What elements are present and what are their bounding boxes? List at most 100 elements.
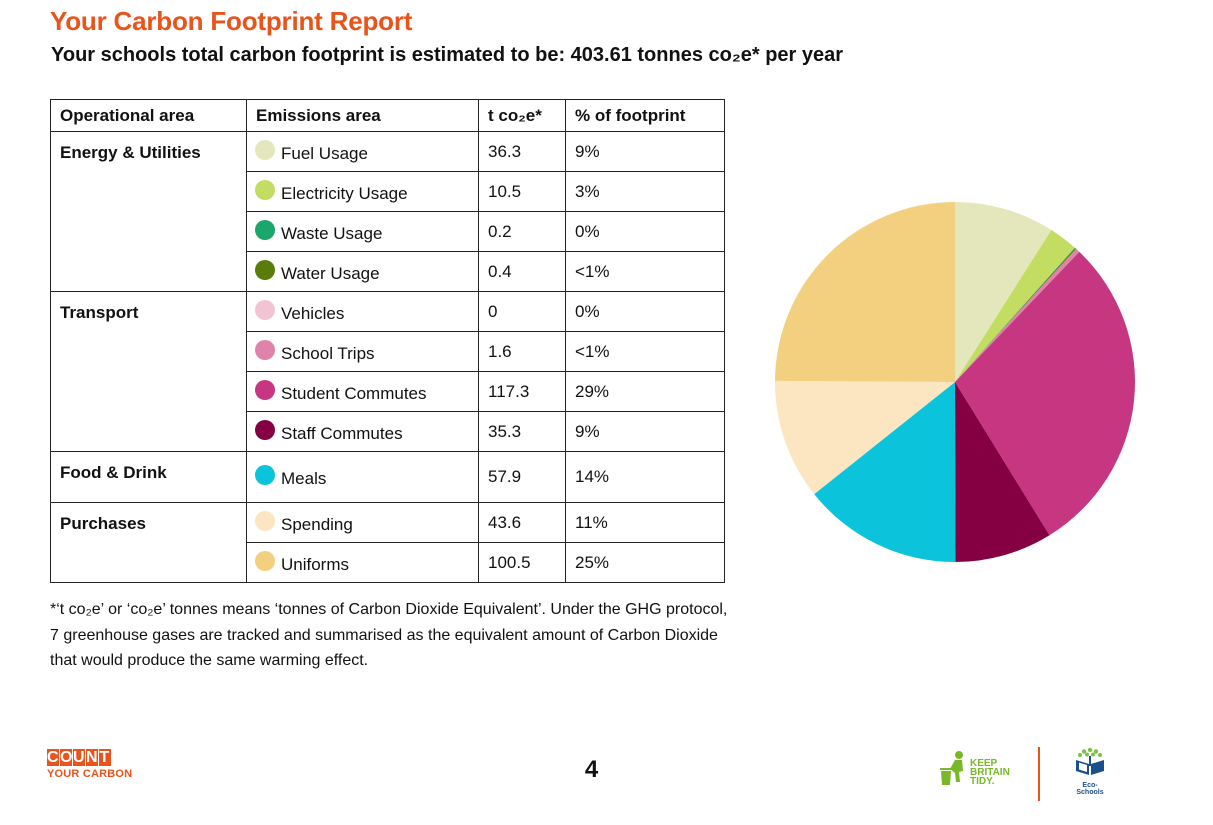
tco2e-value-cell: 35.3: [478, 411, 566, 452]
legend-dot-icon: [255, 219, 275, 240]
percent-cell: 9%: [565, 411, 725, 452]
operational-area-cell: Purchases: [50, 502, 247, 583]
eco-schools-text: Eco-Schools: [1076, 782, 1104, 796]
emissions-area-cell: Waste Usage: [246, 211, 479, 252]
emissions-area-label: Meals: [281, 469, 327, 489]
page-number: 4: [584, 756, 599, 783]
operational-area-cell: Food & Drink: [50, 451, 247, 503]
percent-cell: 3%: [565, 171, 725, 212]
count-logo-letter: N: [86, 749, 100, 766]
table-row: Food & Drink Meals 57.9 14%: [50, 451, 725, 503]
table-row: Purchases Spending 43.6 11%: [50, 502, 725, 583]
table-header-row: Operational area Emissions area t co₂e* …: [50, 99, 725, 132]
emissions-area-label: Fuel Usage: [281, 143, 368, 163]
count-logo-letter: U: [73, 749, 87, 766]
kbt-line-1: KEEP: [970, 758, 998, 769]
tco2e-value-cell: 117.3: [478, 371, 566, 412]
pie-slice: [955, 202, 1052, 382]
emissions-area-cell: Staff Commutes: [246, 411, 479, 452]
operational-area-cell: Transport: [50, 291, 247, 452]
percent-cell: <1%: [565, 251, 725, 292]
emissions-area-cell: Meals: [246, 451, 479, 503]
emissions-area-label: Staff Commutes: [281, 423, 403, 443]
header-operational-area: Operational area: [50, 99, 247, 132]
emissions-area-label: Electricity Usage: [281, 183, 408, 203]
header-tco2e: t co₂e*: [478, 99, 566, 132]
operational-area-cell: Energy & Utilities: [50, 131, 247, 292]
legend-dot-icon: [255, 465, 275, 486]
percent-cell: 11%: [565, 502, 725, 543]
footnote: *‘t co₂e’ or ‘co₂e’ tonnes means ‘tonnes…: [50, 601, 728, 669]
emissions-area-label: Vehicles: [281, 303, 345, 323]
emissions-area-cell: Student Commutes: [246, 371, 479, 412]
emissions-area-label: School Trips: [281, 343, 375, 363]
count-logo-letter: T: [99, 749, 111, 766]
tco2e-value-cell: 1.6: [478, 331, 566, 372]
logo-divider: [1038, 747, 1040, 801]
tco2e-value-cell: 0.2: [478, 211, 566, 252]
tco2e-value-cell: 0.4: [478, 251, 566, 292]
table-row: Electricity Usage 10.5 3%: [51, 171, 725, 212]
legend-dot-icon: [255, 339, 275, 360]
count-logo-letter: O: [60, 749, 74, 766]
legend-dot-icon: [255, 179, 275, 200]
emissions-area-label: Waste Usage: [281, 223, 383, 243]
count-logo-letter: C: [47, 749, 61, 766]
legend-dot-icon: [255, 550, 275, 571]
emissions-area-label: Uniforms: [281, 554, 350, 574]
percent-cell: 29%: [565, 371, 725, 412]
table-row: Waste Usage 0.2 0%: [51, 211, 725, 252]
legend-dot-icon: [255, 259, 275, 280]
tco2e-value-cell: 57.9: [478, 451, 566, 503]
emissions-area-cell: Uniforms: [246, 542, 479, 583]
keep-britain-tidy-text: KEEP BRITAIN TIDY.: [970, 758, 1010, 787]
legend-dot-icon: [255, 419, 275, 440]
percent-cell: 0%: [565, 291, 725, 332]
legend-dot-icon: [255, 139, 275, 160]
table-row: Transport Vehicles 0 0%: [50, 291, 725, 452]
table-row: Staff Commutes 35.3 9%: [51, 411, 725, 452]
tco2e-value-cell: 0: [478, 291, 566, 332]
tco2e-value-cell: 43.6: [478, 502, 566, 543]
tco2e-value-cell: 100.5: [478, 542, 566, 583]
table-row: Student Commutes 117.3 29%: [51, 371, 725, 412]
count-your-carbon-logo: COUNT YOUR CARBON: [47, 749, 132, 780]
table-body: Energy & Utilities Fuel Usage 36.3 9% Electr…: [50, 131, 725, 583]
tco2e-value-cell: 10.5: [478, 171, 566, 212]
pie-slice: [775, 202, 955, 382]
percent-cell: <1%: [565, 331, 725, 372]
emissions-area-cell: Vehicles: [246, 291, 479, 332]
count-logo-line1: COUNT: [47, 749, 132, 766]
pie-slice: [955, 251, 1135, 536]
table-row: School Trips 1.6 <1%: [51, 331, 725, 372]
emissions-area-cell: Electricity Usage: [246, 171, 479, 212]
eco-schools-logo: Eco-Schools: [1070, 746, 1110, 796]
count-logo-line2: YOUR CARBON: [47, 768, 133, 780]
pie-slice: [955, 248, 1077, 382]
table-row: Water Usage 0.4 <1%: [51, 251, 725, 292]
table-row: Uniforms 100.5 25%: [51, 542, 725, 583]
emissions-area-label: Student Commutes: [281, 383, 427, 403]
pie-slice: [774, 380, 955, 495]
emissions-area-cell: School Trips: [246, 331, 479, 372]
percent-cell: 9%: [565, 131, 725, 172]
kbt-line-2: BRITAIN: [970, 767, 1010, 778]
percent-cell: 0%: [565, 211, 725, 252]
report-title: Your Carbon Footprint Report: [50, 6, 413, 36]
footprint-pie-chart: [774, 202, 1135, 563]
pie-slice: [955, 248, 1080, 382]
pie-slice: [955, 229, 1075, 382]
legend-dot-icon: [255, 299, 275, 320]
pie-slice: [955, 382, 1050, 562]
header-emissions-area: Emissions area: [246, 99, 479, 132]
emissions-area-label: Spending: [281, 514, 353, 534]
percent-cell: 14%: [565, 451, 725, 503]
emissions-area-cell: Spending: [246, 502, 479, 543]
emissions-table: Operational area Emissions area t co₂e* …: [50, 99, 725, 583]
report-subtitle: Your schools total carbon footprint is e…: [51, 44, 844, 66]
emissions-area-cell: Fuel Usage: [246, 131, 479, 172]
eco-schools-icon: [1076, 747, 1104, 775]
kbt-line-3: TIDY.: [970, 776, 995, 787]
keep-britain-tidy-icon: [940, 751, 963, 785]
pie-slice: [955, 247, 1076, 382]
